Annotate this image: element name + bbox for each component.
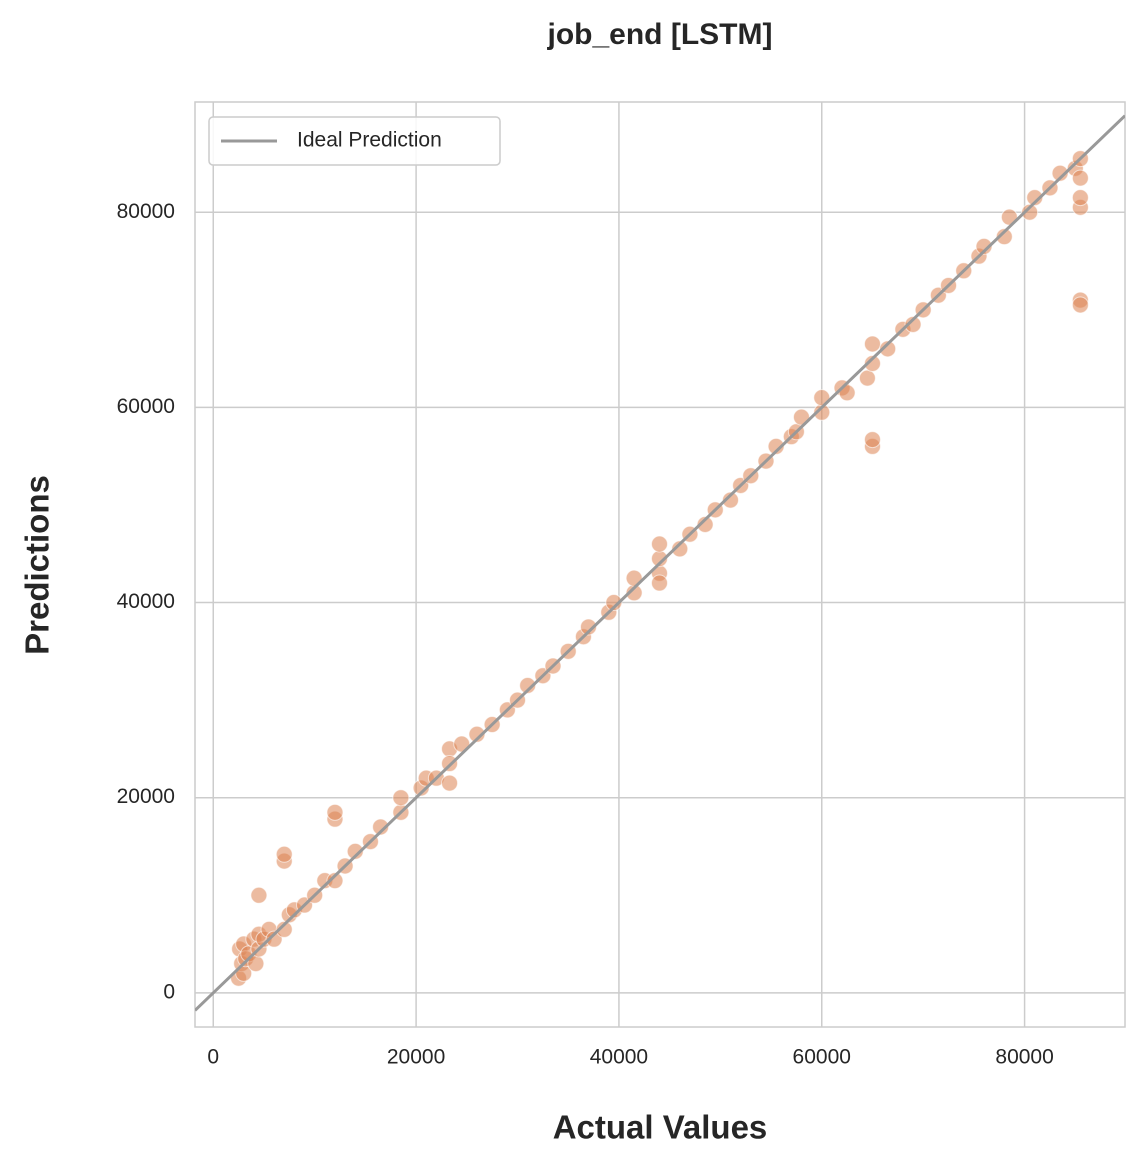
scatter-point	[650, 574, 668, 592]
y-tick-label: 20000	[117, 785, 175, 808]
x-tick-label: 40000	[590, 1046, 648, 1069]
scatter-point	[975, 237, 993, 255]
x-tick-label: 0	[207, 1046, 219, 1069]
scatter-point	[904, 315, 922, 333]
scatter-point	[671, 540, 689, 558]
legend-label: Ideal Prediction	[297, 129, 442, 152]
x-axis-label: Actual Values	[553, 1109, 768, 1146]
scatter-point	[441, 774, 459, 792]
scatter-point	[580, 618, 598, 636]
scatter-point	[858, 369, 876, 387]
plot-frame	[194, 101, 1126, 1028]
x-tick-label: 60000	[793, 1046, 851, 1069]
scatter-point	[696, 515, 714, 533]
scatter-point	[863, 431, 881, 449]
scatter-point	[1071, 189, 1089, 207]
scatter-point	[605, 594, 623, 612]
scatter-point	[326, 803, 344, 821]
scatter-point	[275, 845, 293, 863]
y-tick-label: 80000	[117, 200, 175, 223]
y-tick-label: 60000	[117, 395, 175, 418]
scatter-point	[863, 335, 881, 353]
scatter-point	[863, 354, 881, 372]
scatter-point	[519, 676, 537, 694]
scatter-point	[1026, 189, 1044, 207]
scatter-point	[879, 340, 897, 358]
scatter-point	[1051, 164, 1069, 182]
scatter-point	[326, 872, 344, 890]
scatter-point	[346, 842, 364, 860]
scatter-point	[468, 725, 486, 743]
x-tick-label: 20000	[387, 1046, 445, 1069]
scatter-point	[372, 818, 390, 836]
scatter-point	[1071, 169, 1089, 187]
scatter-point	[721, 491, 739, 509]
ideal-line	[195, 114, 1125, 1012]
y-tick-label: 0	[163, 980, 175, 1003]
scatter-point	[250, 886, 268, 904]
scatter-point	[392, 789, 410, 807]
plot-area	[195, 114, 1125, 1012]
legend-box	[208, 116, 501, 166]
y-tick-label: 40000	[117, 590, 175, 613]
x-tick-label: 80000	[995, 1046, 1053, 1069]
scatter-point	[650, 535, 668, 553]
scatter-point	[767, 437, 785, 455]
scatter-point	[995, 228, 1013, 246]
y-axis-label: Predictions	[19, 475, 56, 655]
chart-title: job_end [LSTM]	[547, 18, 773, 51]
scatter-point	[1071, 296, 1089, 314]
